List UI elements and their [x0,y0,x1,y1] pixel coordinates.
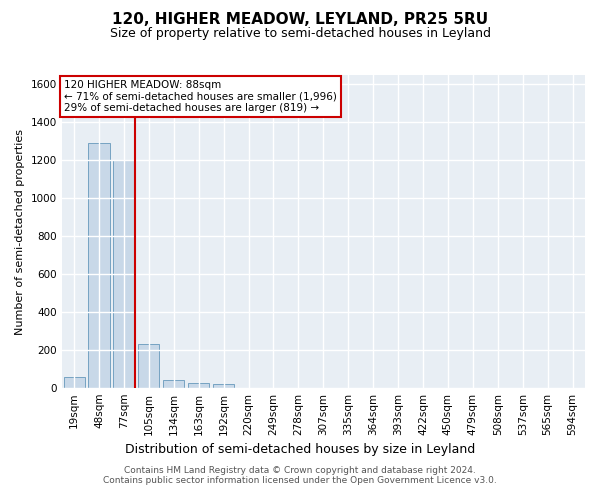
Text: Size of property relative to semi-detached houses in Leyland: Size of property relative to semi-detach… [110,28,491,40]
Text: 120 HIGHER MEADOW: 88sqm
← 71% of semi-detached houses are smaller (1,996)
29% o: 120 HIGHER MEADOW: 88sqm ← 71% of semi-d… [64,80,337,113]
Bar [64,376,85,388]
Bar [138,344,160,388]
Bar [188,384,209,388]
Bar [113,160,134,388]
Y-axis label: Number of semi-detached properties: Number of semi-detached properties [15,128,25,334]
Text: 120, HIGHER MEADOW, LEYLAND, PR25 5RU: 120, HIGHER MEADOW, LEYLAND, PR25 5RU [112,12,488,28]
Text: Distribution of semi-detached houses by size in Leyland: Distribution of semi-detached houses by … [125,442,475,456]
Bar [163,380,184,388]
Text: Contains HM Land Registry data © Crown copyright and database right 2024.
Contai: Contains HM Land Registry data © Crown c… [103,466,497,485]
Bar [213,384,234,388]
Bar [88,144,110,388]
